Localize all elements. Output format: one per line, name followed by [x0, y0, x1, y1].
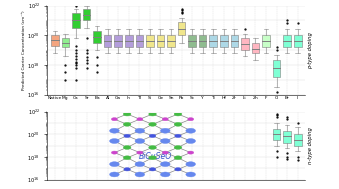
Bar [157, 35, 164, 47]
Bar [136, 35, 143, 47]
Circle shape [149, 156, 156, 160]
Bar [167, 35, 175, 47]
Circle shape [186, 128, 196, 133]
Circle shape [160, 162, 170, 167]
Bar [199, 35, 206, 47]
Bar [273, 60, 280, 77]
Bar [262, 35, 270, 47]
Bar [220, 35, 227, 47]
Circle shape [137, 151, 143, 154]
Circle shape [186, 172, 196, 177]
Circle shape [123, 146, 131, 149]
Circle shape [162, 118, 168, 121]
Bar [283, 35, 291, 47]
Circle shape [109, 128, 119, 133]
Circle shape [188, 118, 194, 121]
Circle shape [123, 112, 131, 116]
Circle shape [123, 122, 131, 126]
Bar [83, 9, 90, 20]
Circle shape [135, 128, 145, 133]
Circle shape [174, 112, 182, 116]
Circle shape [188, 151, 194, 154]
Circle shape [111, 151, 118, 154]
Text: n-type doping: n-type doping [308, 127, 313, 164]
Bar [210, 35, 217, 47]
Circle shape [109, 162, 119, 167]
Circle shape [135, 162, 145, 167]
Circle shape [160, 139, 170, 143]
Circle shape [124, 168, 131, 171]
Text: p-type doping: p-type doping [308, 32, 313, 69]
Bar [231, 35, 238, 47]
Circle shape [149, 168, 156, 171]
Circle shape [111, 118, 118, 121]
Circle shape [135, 139, 145, 143]
Circle shape [135, 172, 145, 177]
Circle shape [149, 134, 156, 138]
Bar [62, 37, 69, 47]
Circle shape [109, 172, 119, 177]
Bar [178, 22, 185, 35]
Circle shape [186, 162, 196, 167]
Circle shape [160, 128, 170, 133]
Bar [252, 43, 259, 53]
Bar [125, 35, 133, 47]
Circle shape [149, 112, 156, 116]
Text: BiCuSeO: BiCuSeO [139, 152, 172, 161]
Bar [146, 35, 154, 47]
Bar [72, 13, 80, 28]
Circle shape [109, 139, 119, 143]
Bar [294, 134, 301, 146]
Bar [283, 131, 291, 143]
Circle shape [174, 122, 182, 126]
Bar [51, 35, 59, 46]
Circle shape [162, 151, 168, 154]
Circle shape [123, 156, 131, 160]
Bar [93, 31, 101, 43]
Bar [294, 35, 301, 47]
Circle shape [175, 134, 181, 138]
Bar [114, 35, 122, 47]
Circle shape [124, 134, 131, 138]
Circle shape [175, 168, 181, 171]
Circle shape [149, 122, 156, 126]
Circle shape [160, 172, 170, 177]
Bar [273, 129, 280, 140]
Bar [241, 38, 249, 50]
Bar [104, 35, 112, 47]
Circle shape [186, 139, 196, 143]
Circle shape [174, 146, 182, 149]
Circle shape [149, 146, 156, 149]
Circle shape [137, 118, 143, 121]
Bar [188, 35, 196, 47]
Y-axis label: Predicted Carrier Concentration (cm⁻³): Predicted Carrier Concentration (cm⁻³) [22, 10, 26, 90]
Circle shape [174, 156, 182, 160]
